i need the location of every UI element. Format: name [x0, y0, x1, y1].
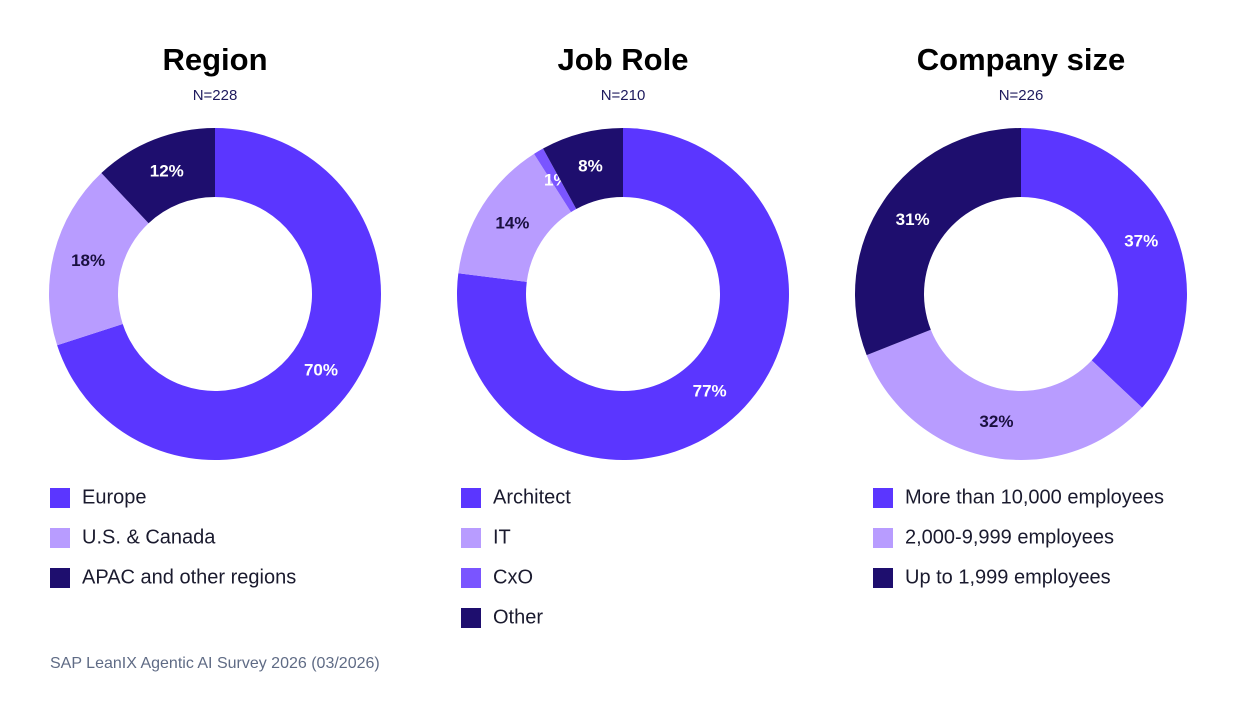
- value-label: 31%: [896, 210, 930, 229]
- legend-swatch: [461, 488, 481, 508]
- legend-label: Other: [493, 606, 543, 628]
- legend-swatch: [873, 488, 893, 508]
- legend-swatch: [461, 568, 481, 588]
- chart-title: Company size: [917, 42, 1125, 77]
- value-label: 18%: [71, 251, 105, 270]
- legend-swatch: [50, 568, 70, 588]
- donut-slice: [457, 128, 790, 460]
- value-label: 8%: [578, 157, 603, 176]
- legend-swatch: [50, 528, 70, 548]
- legend-swatch: [873, 528, 893, 548]
- donut-slice: [101, 128, 215, 224]
- chart-subtitle: N=210: [601, 87, 646, 104]
- legend-label: Up to 1,999 employees: [905, 566, 1111, 588]
- value-label: 77%: [693, 382, 727, 401]
- donut-slice: [458, 153, 572, 282]
- legend-swatch: [50, 488, 70, 508]
- legend-label: IT: [493, 526, 511, 548]
- donut-slice: [854, 128, 1021, 356]
- value-label: 12%: [150, 162, 184, 181]
- donut-slice: [57, 128, 381, 460]
- legend-swatch: [461, 528, 481, 548]
- legend-label: 2,000-9,999 employees: [905, 526, 1114, 548]
- legend-label: Architect: [493, 486, 571, 508]
- donut-slice: [1021, 128, 1187, 408]
- chart-subtitle: N=226: [999, 87, 1044, 104]
- value-label: 32%: [979, 412, 1013, 431]
- donut-slice: [534, 148, 577, 213]
- chart-subtitle: N=228: [193, 87, 238, 104]
- donut-slice: [49, 172, 149, 346]
- legend-label: More than 10,000 employees: [905, 486, 1164, 508]
- legend-label: Europe: [82, 486, 147, 508]
- donut-slice: [866, 329, 1143, 460]
- chart-title: Region: [162, 42, 267, 77]
- value-label: 70%: [304, 360, 338, 379]
- chart-title: Job Role: [558, 42, 689, 77]
- legend-swatch: [873, 568, 893, 588]
- legend-swatch: [461, 608, 481, 628]
- donut-slice: [543, 128, 623, 209]
- footnote: SAP LeanIX Agentic AI Survey 2026 (03/20…: [50, 655, 380, 672]
- legend-label: U.S. & Canada: [82, 526, 216, 548]
- value-label: 14%: [495, 213, 529, 232]
- legend-label: APAC and other regions: [82, 566, 296, 588]
- value-label: 37%: [1124, 231, 1158, 250]
- legend-label: CxO: [493, 566, 533, 588]
